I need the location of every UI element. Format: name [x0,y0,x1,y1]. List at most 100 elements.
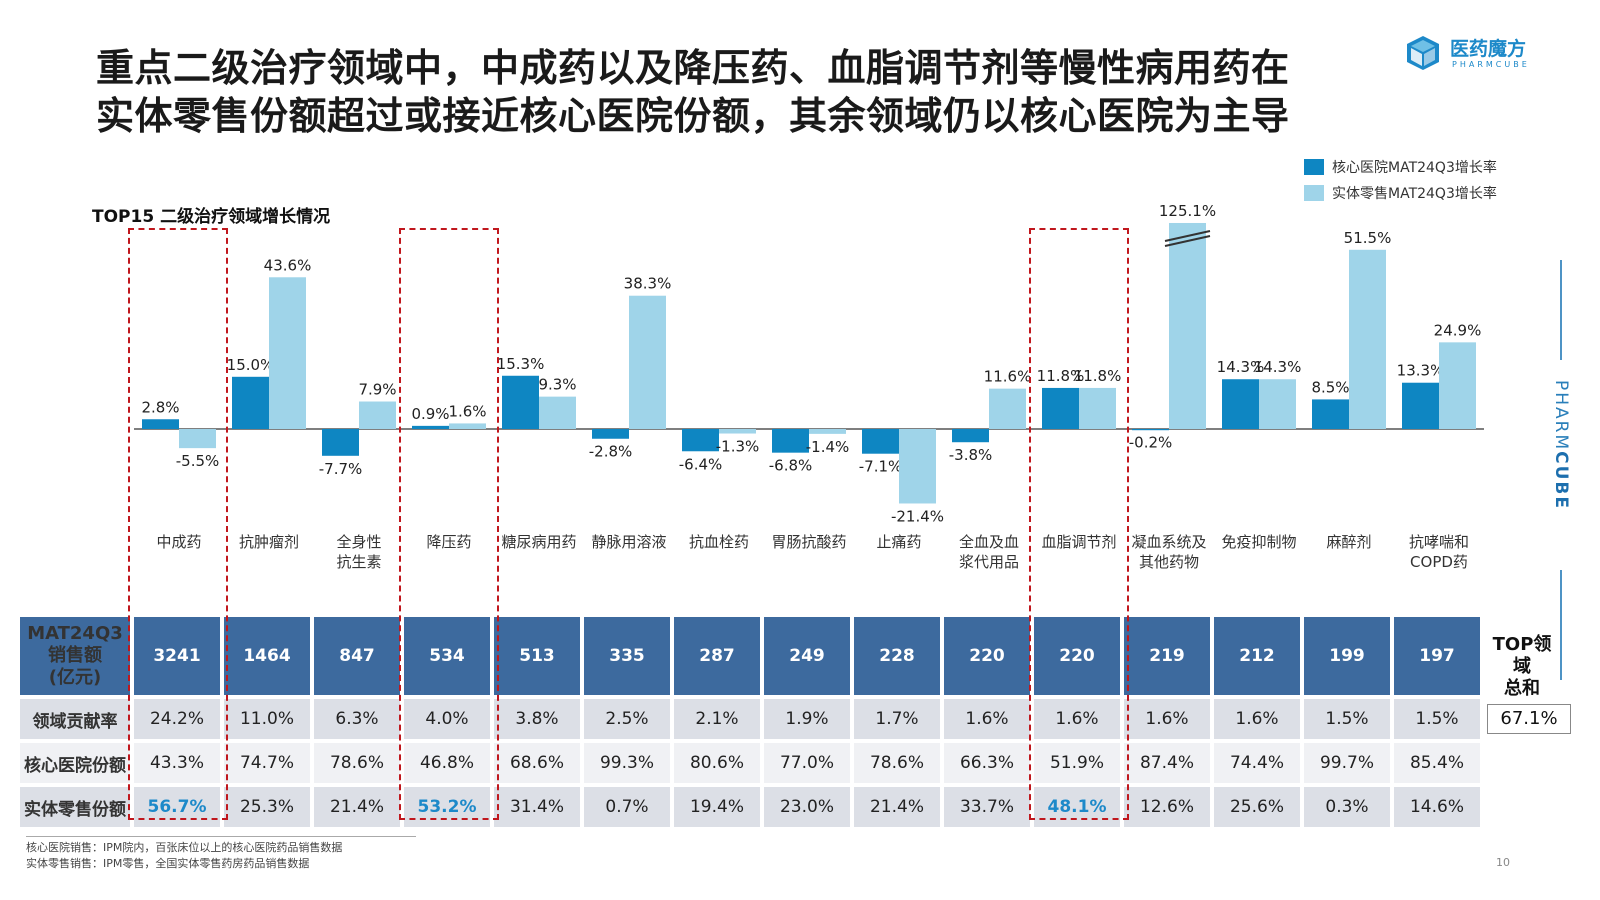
value-label-core-4: 15.3% [497,355,545,373]
chart-title: TOP15 二级治疗领域增长情况 [92,207,331,227]
value-label-retail-14: 24.9% [1434,321,1482,339]
table-cell: 21.4% [314,787,400,827]
bar-retail-11 [1169,222,1206,429]
table-cell: 19.4% [674,787,760,827]
table-cell: 25.6% [1214,787,1300,827]
legend-swatch-core [1304,159,1324,175]
bar-core-13 [1312,399,1349,429]
side-line-top [1560,260,1562,360]
highlight-box-1 [128,228,228,820]
table-cell: 249 [764,617,850,695]
value-label-core-13: 8.5% [1311,378,1349,396]
table-cell: 1.5% [1304,699,1390,739]
category-label-7: 胃肠抗酸药 [771,533,846,551]
table-cell: 1.6% [1034,699,1120,739]
table-cell: 85.4% [1394,743,1480,783]
bar-retail-7 [809,429,846,434]
bar-retail-0 [179,429,216,449]
table-cell: 74.4% [1214,743,1300,783]
value-label-retail-0: -5.5% [176,452,220,470]
row-label: 实体零售份额 [20,787,130,827]
category-label-3: 降压药 [426,533,471,551]
table-cell: 0.3% [1304,787,1390,827]
table-cell: 51.9% [1034,743,1120,783]
bar-core-10 [1042,387,1079,429]
category-label-2: 抗生素 [336,553,381,571]
value-label-core-12: 14.3% [1217,358,1265,376]
table-cell: 87.4% [1124,743,1210,783]
source-line-2: 实体零售销售：IPM零售，全国实体零售药房药品销售数据 [26,857,310,870]
bar-core-0 [142,419,179,429]
bar-retail-8 [899,429,936,504]
company-logo: 医药魔方 PHARMCUBE [1404,32,1564,82]
table-cell: 12.6% [1124,787,1210,827]
table-cell: 80.6% [674,743,760,783]
table-cell: 24.2% [134,699,220,739]
value-label-retail-1: 43.6% [264,256,312,274]
value-label-retail-9: 11.6% [984,368,1032,386]
bar-retail-14 [1439,342,1476,429]
table-cell: 335 [584,617,670,695]
value-label-retail-2: 7.9% [358,381,396,399]
value-label-retail-12: 14.3% [1254,358,1302,376]
category-label-14: COPD药 [1410,553,1468,571]
cube-logo-icon [1407,36,1439,70]
bar-core-8 [862,429,899,454]
table-cell: 56.7% [134,787,220,827]
value-label-retail-8: -21.4% [891,507,944,525]
source-notes: 核心医院销售：IPM院内，百张床位以上的核心医院药品销售数据 实体零售销售：IP… [26,840,342,872]
table-cell: 1.7% [854,699,940,739]
table-cell: 78.6% [854,743,940,783]
table-cell: 212 [1214,617,1300,695]
bar-retail-1 [269,277,306,429]
bar-retail-10 [1079,387,1116,429]
side-brand-text: PHARMCUBE [1551,380,1571,510]
data-table: MAT24Q3 销售额 (亿元) 3241 1464 847 534 513 335 287 249… [16,617,1484,827]
table-cell: 99.7% [1304,743,1390,783]
table-cell: 11.0% [224,699,310,739]
table-row: 实体零售份额 56.7% 25.3% 21.4% 53.2% 31.4% 0.7% 19.4%… [20,787,1480,827]
category-label-9: 全血及血 [959,533,1019,551]
row-label: MAT24Q3 销售额 (亿元) [20,617,130,695]
table-cell: 78.6% [314,743,400,783]
title-line-2: 实体零售份额超过或接近核心医院份额，其余领域仍以核心医院为主导 [96,94,1290,138]
legend-label-core: 核心医院MAT24Q3增长率 [1332,160,1497,176]
bar-core-1 [232,376,269,429]
value-label-core-1: 15.0% [227,356,275,374]
bar-retail-9 [989,388,1026,429]
value-label-retail-3: 1.6% [448,402,486,420]
bar-core-9 [952,429,989,443]
table-cell: 53.2% [404,787,490,827]
category-label-4: 糖尿病用药 [501,533,576,551]
legend-swatch-retail [1304,185,1324,201]
table-cell: 6.3% [314,699,400,739]
bar-core-3 [412,425,449,429]
table-cell: 23.0% [764,787,850,827]
table-cell: 534 [404,617,490,695]
row-label: 核心医院份额 [20,743,130,783]
table-cell: 31.4% [494,787,580,827]
legend-item-core: 核心医院MAT24Q3增长率 [1304,154,1497,180]
row-label: 领域贡献率 [20,699,130,739]
table-cell: 1.6% [1124,699,1210,739]
value-label-retail-11: 125.1% [1159,202,1216,220]
table-cell: 287 [674,617,760,695]
category-label-1: 抗肿瘤剂 [239,533,299,551]
table-cell: 2.1% [674,699,760,739]
category-label-5: 静脉用溶液 [591,533,666,551]
table-cell: 48.1% [1034,787,1120,827]
table-cell: 74.7% [224,743,310,783]
category-label-11: 其他药物 [1139,553,1199,571]
value-label-core-2: -7.7% [319,460,363,478]
axis-break-mark-2 [1164,235,1211,247]
category-label-11: 凝血系统及 [1131,533,1206,551]
value-label-core-11: -0.2% [1129,434,1173,452]
value-label-core-3: 0.9% [411,405,449,423]
highlight-box-2 [399,228,499,820]
page-title: 重点二级治疗领域中，中成药以及降压药、血脂调节剂等慢性病用药在 实体零售份额超过… [96,44,1366,140]
value-label-retail-7: -1.4% [806,438,850,456]
table-cell: 1.9% [764,699,850,739]
value-label-retail-13: 51.5% [1344,229,1392,247]
table-cell: 33.7% [944,787,1030,827]
side-line-bottom [1560,570,1562,680]
